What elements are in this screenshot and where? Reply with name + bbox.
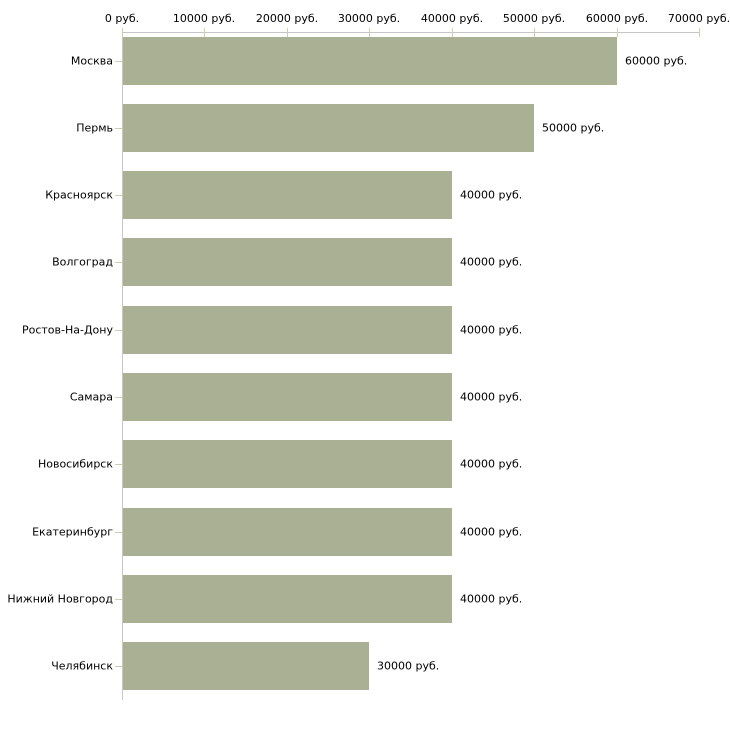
value-label: 40000 руб. — [460, 255, 523, 269]
category-tick — [115, 464, 122, 465]
category-label: Москва — [70, 54, 113, 68]
x-axis-tick-label: 70000 руб. — [667, 12, 730, 25]
x-axis-tick — [617, 28, 618, 37]
value-label: 30000 руб. — [377, 659, 440, 673]
value-label: 50000 руб. — [542, 121, 605, 135]
x-axis-tick-label: 0 руб. — [104, 12, 140, 25]
category-label: Ростов-На-Дону — [21, 323, 113, 337]
category-label: Красноярск — [45, 188, 113, 202]
x-axis-tick — [287, 28, 288, 37]
x-axis-tick-label: 50000 руб. — [502, 12, 566, 25]
category-tick — [115, 666, 122, 667]
category-tick — [115, 195, 122, 196]
x-axis-line — [122, 32, 700, 33]
x-axis-tick — [122, 28, 123, 37]
category-label: Челябинск — [51, 659, 113, 673]
bar — [123, 440, 452, 488]
bar — [123, 575, 452, 623]
category-label: Волгоград — [52, 255, 113, 269]
x-axis-tick-label: 10000 руб. — [172, 12, 236, 25]
x-axis-tick-label: 60000 руб. — [585, 12, 649, 25]
x-axis-tick — [534, 28, 535, 37]
x-axis-tick-label: 20000 руб. — [255, 12, 319, 25]
y-axis-line — [122, 32, 123, 700]
x-axis-tick — [369, 28, 370, 37]
value-label: 40000 руб. — [460, 323, 523, 337]
value-label: 40000 руб. — [460, 592, 523, 606]
x-axis-tick-label: 40000 руб. — [420, 12, 484, 25]
bar — [123, 171, 452, 219]
bar — [123, 37, 617, 85]
category-label: Нижний Новгород — [7, 592, 113, 606]
category-label: Екатеринбург — [32, 525, 113, 539]
bar — [123, 238, 452, 286]
category-tick — [115, 330, 122, 331]
x-axis-tick — [452, 28, 453, 37]
category-tick — [115, 61, 122, 62]
bar — [123, 642, 369, 690]
category-tick — [115, 262, 122, 263]
x-axis-tick — [204, 28, 205, 37]
bar — [123, 373, 452, 421]
category-tick — [115, 532, 122, 533]
bar — [123, 306, 452, 354]
category-tick — [115, 599, 122, 600]
value-label: 60000 руб. — [625, 54, 688, 68]
category-label: Новосибирск — [37, 457, 113, 471]
category-label: Пермь — [76, 121, 113, 135]
category-tick — [115, 397, 122, 398]
value-label: 40000 руб. — [460, 188, 523, 202]
category-tick — [115, 128, 122, 129]
bar — [123, 104, 534, 152]
category-label: Самара — [69, 390, 113, 404]
value-label: 40000 руб. — [460, 390, 523, 404]
x-axis-tick — [699, 28, 700, 37]
bar — [123, 508, 452, 556]
x-axis-tick-label: 30000 руб. — [337, 12, 401, 25]
value-label: 40000 руб. — [460, 525, 523, 539]
value-label: 40000 руб. — [460, 457, 523, 471]
